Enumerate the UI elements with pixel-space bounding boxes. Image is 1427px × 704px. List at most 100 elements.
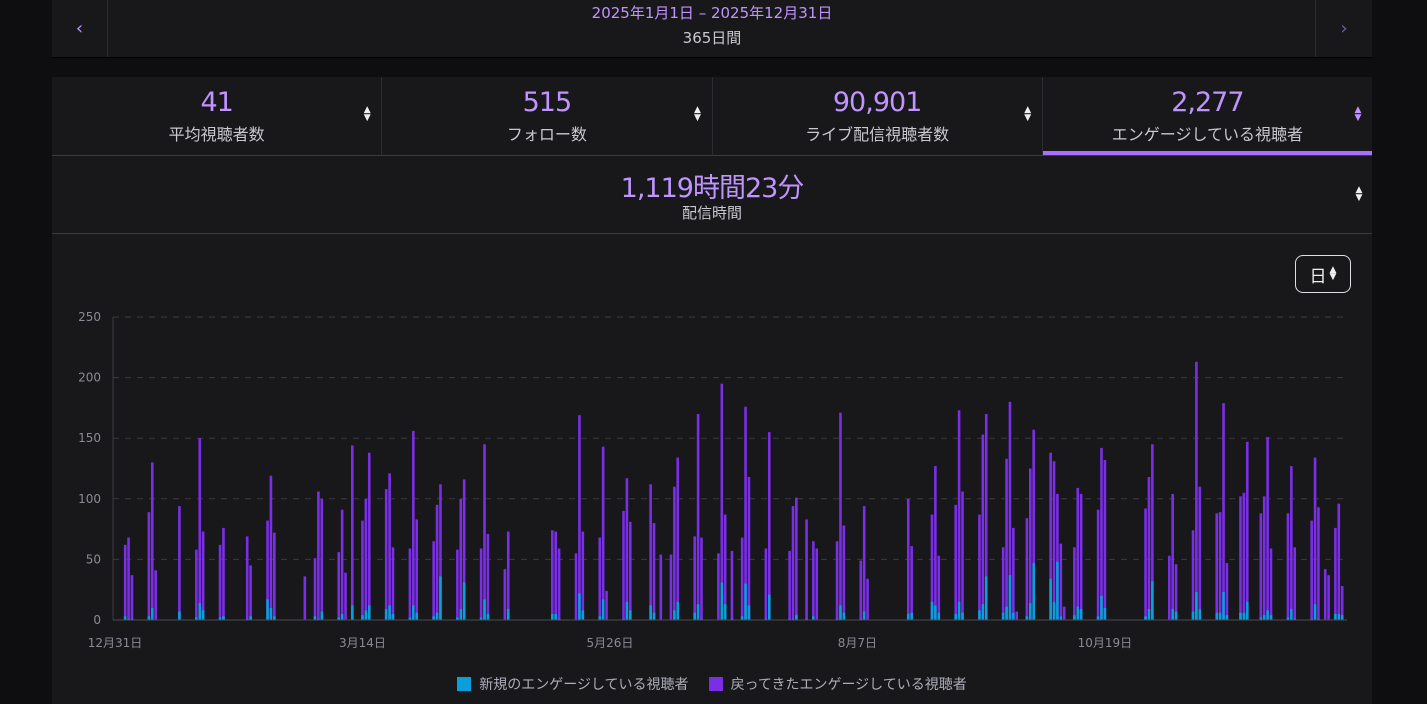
interval-select[interactable]: 日 ▲ ▼: [1295, 255, 1351, 293]
bar-returning: [439, 484, 442, 620]
bar-returning: [906, 498, 910, 620]
bar-new: [435, 612, 439, 620]
bar-new: [1079, 609, 1083, 620]
legend-item-new[interactable]: 新規のエンゲージしている視聴者: [457, 674, 689, 694]
bar-returning: [812, 541, 815, 620]
bar-new: [459, 609, 463, 620]
bar-returning: [303, 576, 307, 620]
bar-returning: [249, 565, 252, 620]
bar-new: [337, 617, 341, 620]
bar-new: [937, 612, 941, 620]
metric-label: 平均視聴者数: [168, 125, 265, 144]
bar-new: [123, 616, 127, 620]
bar-returning: [1215, 513, 1219, 620]
legend-item-returning[interactable]: 戻ってきたエンゲージしている視聴者: [708, 674, 967, 694]
bar-returning: [628, 521, 632, 620]
bar-returning: [744, 406, 747, 620]
bar-new: [391, 613, 395, 620]
tab-stream-time[interactable]: 1,119時間23分 配信時間 ▲ ▼: [52, 156, 1372, 234]
bar-returning: [218, 544, 222, 620]
bar-returning: [937, 555, 941, 620]
bar-returning: [1001, 547, 1005, 620]
metric-value: 515: [522, 87, 573, 118]
bar-returning: [1144, 508, 1147, 620]
bar-returning: [150, 462, 154, 620]
tab-average-viewers[interactable]: 41 平均視聴者数 ▲ ▼: [52, 77, 383, 155]
bar-new: [462, 582, 466, 620]
bar-new: [805, 618, 808, 620]
bar-returning: [1313, 457, 1317, 620]
bar-new: [1052, 601, 1056, 620]
bar-new: [628, 610, 632, 620]
bar-returning: [337, 552, 341, 620]
bar-new: [673, 610, 676, 620]
bar-returning: [432, 541, 435, 620]
bar-returning: [127, 537, 130, 620]
bar-returning: [717, 553, 720, 620]
bar-returning: [320, 498, 324, 620]
bar-returning: [1012, 527, 1015, 620]
bar-returning: [1167, 555, 1171, 620]
bar-new: [747, 605, 751, 620]
bar-new: [1242, 612, 1246, 620]
previous-period-button[interactable]: ‹: [52, 0, 108, 57]
x-tick-label: 10月19日: [1078, 636, 1133, 650]
bar-returning: [598, 537, 602, 620]
bar-returning: [198, 438, 202, 620]
bar-new: [1174, 611, 1178, 620]
sort-icon: ▲ ▼: [1355, 185, 1363, 203]
bar-new: [1032, 563, 1035, 620]
bar-returning: [791, 506, 795, 620]
bar-returning: [842, 525, 846, 620]
bar-new: [432, 616, 435, 620]
next-period-button[interactable]: ›: [1315, 0, 1372, 57]
bar-returning: [222, 527, 225, 620]
bar-returning: [1100, 447, 1103, 620]
bar-new: [198, 603, 202, 620]
bar-returning: [344, 572, 347, 620]
bar-new: [1100, 595, 1103, 620]
bar-new: [361, 615, 364, 620]
bar-returning: [1337, 503, 1341, 620]
bar-returning: [578, 415, 581, 620]
bar-returning: [581, 531, 585, 620]
bar-new: [1076, 606, 1080, 620]
bar-new: [1151, 581, 1154, 620]
tab-live-viewers[interactable]: 90,901 ライブ配信視聴者数 ▲ ▼: [713, 77, 1043, 155]
date-range-navigator: ‹ 2025年1月1日 – 2025年12月31日 365日間 ›: [52, 0, 1372, 57]
bar-returning: [747, 476, 751, 620]
bar-returning: [1029, 468, 1032, 620]
bar-new: [767, 594, 771, 620]
bar-returning: [269, 475, 273, 620]
bar-new: [245, 618, 249, 620]
bar-new: [178, 611, 181, 620]
tab-engaged-viewers[interactable]: 2,277 エンゲージしている視聴者 ▲ ▼: [1042, 77, 1372, 155]
bar-returning: [1052, 461, 1056, 620]
bar-returning: [388, 473, 391, 620]
bar-returning: [1151, 444, 1154, 620]
bar-returning: [1195, 361, 1198, 620]
bar-new: [1337, 613, 1341, 620]
bar-returning: [506, 531, 510, 620]
metric-label: 配信時間: [681, 204, 742, 222]
bar-new: [1191, 611, 1195, 620]
x-tick-label: 3月14日: [339, 636, 386, 650]
bar-new: [1266, 610, 1269, 620]
bar-returning: [767, 432, 771, 620]
tab-follows[interactable]: 515 フォロー数 ▲ ▼: [382, 77, 713, 155]
bar-new: [1096, 616, 1100, 620]
chevron-up-down-icon: ▲ ▼: [1329, 265, 1337, 282]
bar-new: [740, 616, 744, 620]
bar-new: [412, 605, 415, 620]
y-tick-label: 200: [78, 371, 101, 385]
bar-returning: [795, 497, 798, 620]
chart-legend: 新規のエンゲージしている視聴者 戻ってきたエンゲージしている視聴者: [52, 674, 1372, 694]
metric-label: エンゲージしている視聴者: [1111, 125, 1303, 144]
bar-new: [1218, 612, 1222, 620]
bar-returning: [934, 466, 937, 620]
bar-returning: [313, 558, 317, 620]
bar-returning: [1076, 487, 1080, 620]
x-tick-label: 5月26日: [586, 636, 633, 650]
legend-label: 戻ってきたエンゲージしている視聴者: [730, 677, 967, 693]
bar-new: [1225, 615, 1229, 620]
